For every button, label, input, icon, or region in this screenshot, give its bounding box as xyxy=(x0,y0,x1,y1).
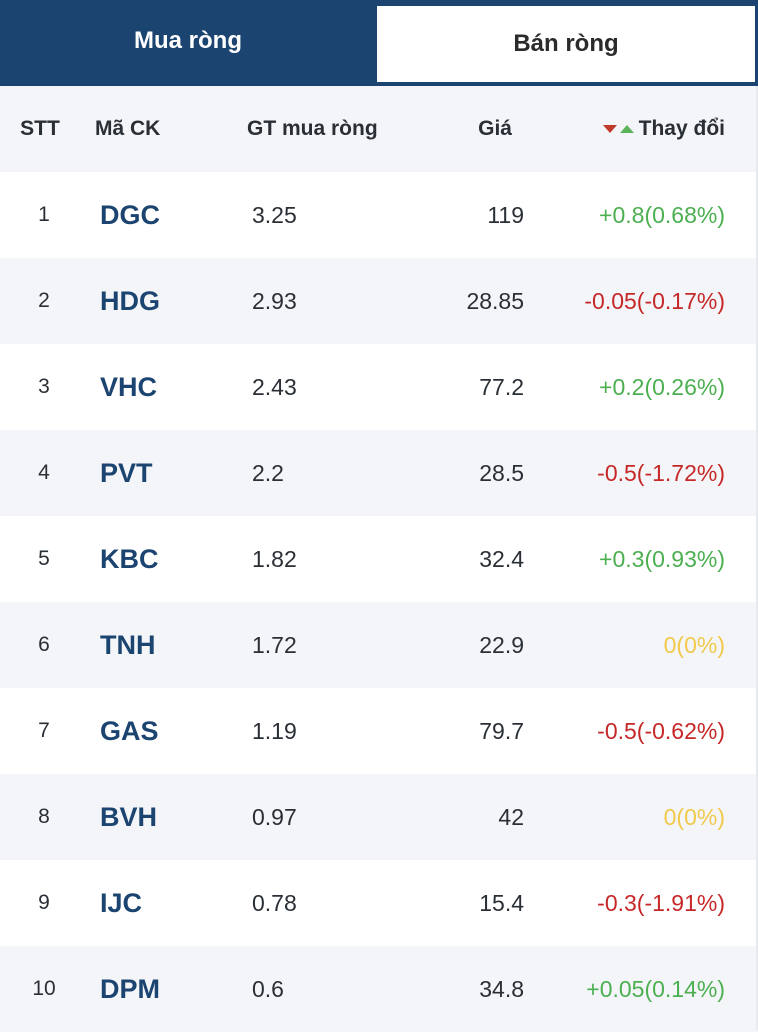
table-row[interactable]: 2 HDG 2.93 28.85 -0.05(-0.17%) xyxy=(0,258,758,344)
header-change-label: Thay đổi xyxy=(638,117,725,140)
table-row[interactable]: 3 VHC 2.43 77.2 +0.2(0.26%) xyxy=(0,344,758,430)
table-row[interactable]: 1 DGC 3.25 119 +0.8(0.68%) xyxy=(0,172,758,258)
row-stt: 6 xyxy=(38,633,50,656)
row-price: 22.9 xyxy=(479,631,524,658)
row-stock-code[interactable]: IJC xyxy=(100,887,143,918)
row-price: 15.4 xyxy=(479,889,524,916)
header-price: Giá xyxy=(478,117,512,140)
row-change: +0.3(0.93%) xyxy=(599,545,725,572)
row-stock-code[interactable]: VHC xyxy=(100,371,158,402)
row-price: 42 xyxy=(498,803,524,830)
row-stt: 5 xyxy=(38,547,50,570)
row-stock-code[interactable]: TNH xyxy=(100,629,156,660)
row-stock-code[interactable]: DGC xyxy=(100,199,160,230)
table-row[interactable]: 5 KBC 1.82 32.4 +0.3(0.93%) xyxy=(0,516,758,602)
row-net-buy-value: 2.93 xyxy=(252,287,297,314)
row-change: +0.8(0.68%) xyxy=(599,201,725,228)
row-stock-code[interactable]: PVT xyxy=(100,457,153,488)
row-stock-code[interactable]: BVH xyxy=(100,801,158,832)
row-stt: 7 xyxy=(38,719,50,742)
row-net-buy-value: 0.97 xyxy=(252,803,297,830)
row-stock-code[interactable]: GAS xyxy=(100,715,159,746)
tab-net-sell[interactable]: Bán ròng xyxy=(377,6,755,82)
row-price: 77.2 xyxy=(479,373,524,400)
row-change: -0.3(-1.91%) xyxy=(597,889,725,916)
row-stt: 9 xyxy=(38,891,50,914)
header-code: Mã CK xyxy=(95,117,161,140)
row-price: 119 xyxy=(487,201,524,228)
row-change: +0.2(0.26%) xyxy=(599,373,725,400)
sort-up-icon xyxy=(619,125,634,133)
row-price: 28.85 xyxy=(466,287,524,314)
table-row[interactable]: 8 BVH 0.97 42 0(0%) xyxy=(0,774,758,860)
table-row[interactable]: 9 IJC 0.78 15.4 -0.3(-1.91%) xyxy=(0,860,758,946)
header-stt: STT xyxy=(20,117,60,140)
row-change: 0(0%) xyxy=(663,631,725,658)
sort-icon[interactable] xyxy=(602,125,634,133)
row-price: 34.8 xyxy=(479,975,524,1002)
header-value: GT mua ròng xyxy=(247,117,378,140)
table-row[interactable]: 6 TNH 1.72 22.9 0(0%) xyxy=(0,602,758,688)
table-row[interactable]: 7 GAS 1.19 79.7 -0.5(-0.62%) xyxy=(0,688,758,774)
row-stock-code[interactable]: HDG xyxy=(100,285,160,316)
row-price: 79.7 xyxy=(479,717,524,744)
row-stock-code[interactable]: KBC xyxy=(100,543,159,574)
tab-net-buy[interactable]: Mua ròng xyxy=(0,0,376,82)
table-row[interactable]: 10 DPM 0.6 34.8 +0.05(0.14%) xyxy=(0,946,758,1032)
row-change: -0.5(-0.62%) xyxy=(597,717,725,744)
row-price: 32.4 xyxy=(479,545,524,572)
row-change: +0.05(0.14%) xyxy=(586,975,725,1002)
row-change: 0(0%) xyxy=(663,803,725,830)
table-header: STT Mã CK GT mua ròng Giá Thay đổi xyxy=(0,86,758,172)
table-row[interactable]: 4 PVT 2.2 28.5 -0.5(-1.72%) xyxy=(0,430,758,516)
row-net-buy-value: 2.43 xyxy=(252,373,297,400)
row-net-buy-value: 0.6 xyxy=(252,975,284,1002)
row-change: -0.5(-1.72%) xyxy=(597,459,725,486)
row-net-buy-value: 3.25 xyxy=(252,201,297,228)
row-net-buy-value: 1.72 xyxy=(252,631,297,658)
header-change[interactable]: Thay đổi xyxy=(602,86,725,172)
row-net-buy-value: 2.2 xyxy=(252,459,284,486)
row-net-buy-value: 1.19 xyxy=(252,717,297,744)
row-stt: 2 xyxy=(38,289,50,312)
row-stt: 1 xyxy=(38,203,50,226)
row-stt: 8 xyxy=(38,805,50,828)
tab-bar: Mua ròng Bán ròng xyxy=(0,0,758,86)
row-stt: 4 xyxy=(38,461,50,484)
row-price: 28.5 xyxy=(479,459,524,486)
row-net-buy-value: 1.82 xyxy=(252,545,297,572)
row-stock-code[interactable]: DPM xyxy=(100,973,160,1004)
row-net-buy-value: 0.78 xyxy=(252,889,297,916)
row-stt: 3 xyxy=(38,375,50,398)
row-change: -0.05(-0.17%) xyxy=(584,287,725,314)
sort-down-icon xyxy=(602,125,617,133)
row-stt: 10 xyxy=(32,977,56,1000)
right-border xyxy=(756,86,758,1030)
